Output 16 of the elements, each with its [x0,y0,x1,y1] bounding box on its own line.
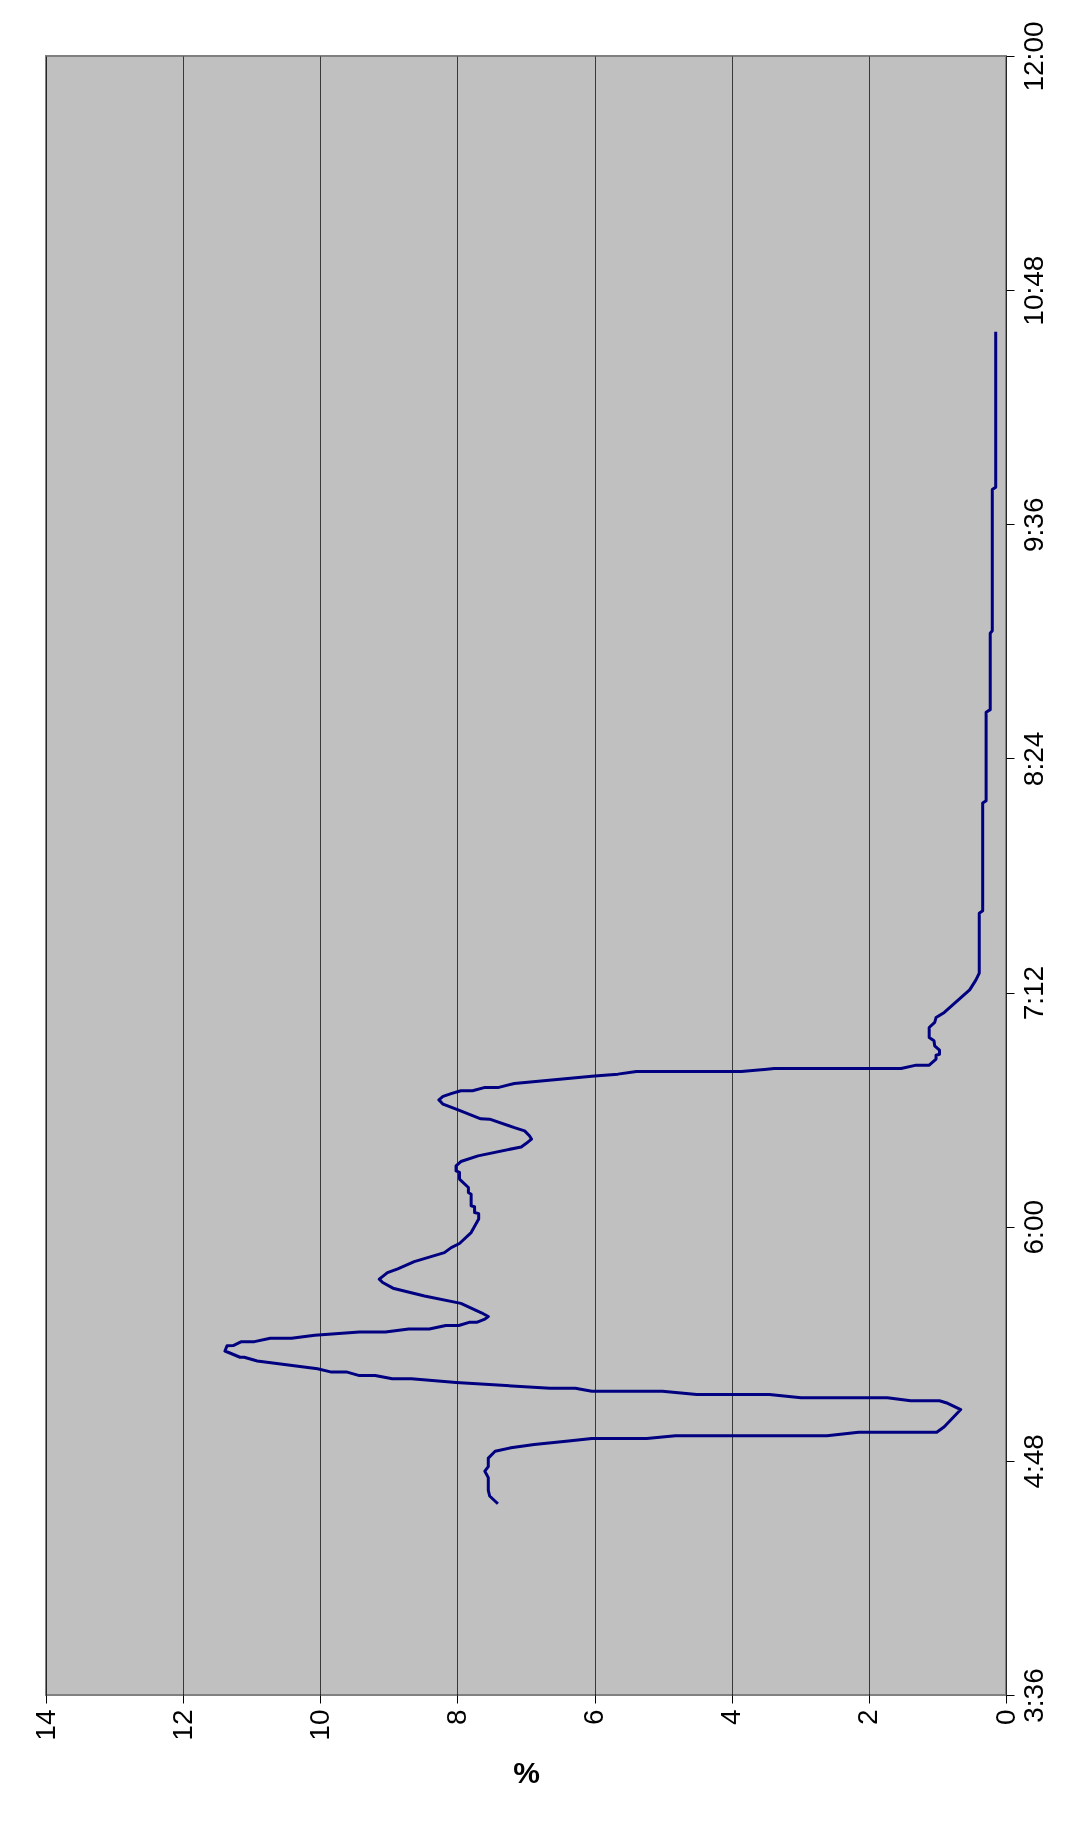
x-tick-label: 10 [303,1709,335,1741]
x-tick-label: 8 [440,1709,472,1726]
y-tick-label: 7:12 [1017,965,1049,1021]
y-tick-label: 8:24 [1017,731,1049,787]
x-tick-label: 6 [578,1709,610,1726]
line-series [223,330,998,1506]
x-tick-label: 14 [29,1709,61,1741]
x-tick-label: 4 [715,1709,747,1726]
y-tick-label: 4:48 [1017,1434,1049,1489]
y-tick-label: 6:00 [1017,1199,1049,1255]
x-tick-label: 2 [852,1709,884,1726]
y-tick-label: 9:36 [1017,497,1049,553]
y-tick-label: 12:00 [1017,21,1049,92]
x-axis-title: % [513,1755,540,1789]
x-tick-label: 12 [166,1709,198,1741]
y-tick-label: 10:48 [1017,255,1049,326]
